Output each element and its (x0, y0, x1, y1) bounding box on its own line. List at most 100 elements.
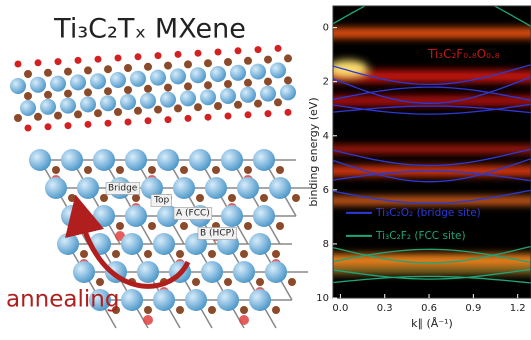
atom-c (34, 113, 42, 121)
atom-ti (140, 93, 156, 109)
atom-o (185, 115, 192, 122)
atom-ti (93, 205, 115, 227)
atom-o (275, 45, 282, 52)
atom-ti (70, 74, 86, 90)
atom-c (292, 194, 300, 202)
atom-o (285, 109, 292, 116)
atom-c (276, 166, 284, 174)
atom-ti (40, 99, 56, 115)
legend-label: Ti₃C₂O₂ (bridge site) (375, 207, 481, 219)
y-tick-label: 2 (323, 77, 329, 88)
atom-ti (110, 72, 126, 88)
atom-c (124, 86, 132, 94)
atom-c (240, 306, 248, 314)
atom-ti (173, 177, 195, 199)
atom-o (95, 56, 102, 63)
atom-c (64, 68, 72, 76)
atom-c (154, 106, 162, 114)
atom-ti (250, 64, 266, 80)
atom-ti (120, 94, 136, 110)
atom-c (274, 98, 282, 106)
atom-ti (121, 289, 143, 311)
y-tick-label: 0 (323, 23, 329, 34)
atom-ti (57, 233, 79, 255)
atom-ti (185, 289, 207, 311)
atom-o (65, 122, 72, 129)
y-tick-label: 8 (323, 239, 329, 250)
atom-o (195, 50, 202, 57)
atom-c (134, 107, 142, 115)
atom-c (260, 194, 268, 202)
atom-ti (80, 96, 96, 112)
atom-c (272, 306, 280, 314)
atom-c (176, 250, 184, 258)
atom-c (272, 250, 280, 258)
atom-o (175, 51, 182, 58)
atom-c (54, 112, 62, 120)
atom-o (45, 123, 52, 130)
atom-ti (93, 149, 115, 171)
atom-o (215, 49, 222, 56)
x-axis-label: k∥ (Å⁻¹) (411, 317, 453, 330)
atom-c (44, 69, 52, 77)
y-axis-label: binding energy (eV) (307, 97, 320, 206)
atom-ti (237, 177, 259, 199)
atom-c (176, 306, 184, 314)
x-tick-label: 0.6 (421, 303, 437, 314)
atom-ti (265, 261, 287, 283)
atom-o (125, 119, 132, 126)
x-tick-label: 0.3 (377, 303, 393, 314)
atom-c (240, 250, 248, 258)
atom-ti (221, 149, 243, 171)
atom-ti (10, 78, 26, 94)
atom-c (164, 84, 172, 92)
atom-ti (217, 289, 239, 311)
atom-o (115, 55, 122, 62)
atom-ti (249, 289, 271, 311)
x-tick-label: 0.0 (332, 303, 348, 314)
atom-o (135, 53, 142, 60)
atom-c (144, 250, 152, 258)
atom-o (205, 114, 212, 121)
atom-c (244, 222, 252, 230)
atom-ti (137, 261, 159, 283)
atom-c (148, 166, 156, 174)
atom-c (144, 306, 152, 314)
atom-c (264, 78, 272, 86)
atom-ti (45, 177, 67, 199)
atom-ti (125, 205, 147, 227)
atom-c (124, 64, 132, 72)
atom-c (68, 194, 76, 202)
atom-c (214, 102, 222, 110)
atom-ti (249, 233, 271, 255)
atom-c (104, 87, 112, 95)
atom-ti (269, 177, 291, 199)
atom-ti (60, 98, 76, 114)
atom-o (155, 52, 162, 59)
atom-ti (90, 73, 106, 89)
atom-ti (29, 149, 51, 171)
atom-ti (153, 289, 175, 311)
atom-ti (157, 149, 179, 171)
atom-c (224, 80, 232, 88)
atom-c (94, 109, 102, 117)
atom-c (208, 306, 216, 314)
atom-ti (270, 62, 286, 78)
atom-c (74, 110, 82, 118)
intensity-band (323, 96, 531, 106)
plot-area (323, 0, 531, 298)
atom-c (24, 70, 32, 78)
atom-c (144, 85, 152, 93)
figure: Ti₃C₂Tₓ MXene BridgeTopA (FCC)B (HCP)ann… (0, 0, 531, 340)
atom-c (264, 56, 272, 64)
atom-ti (189, 149, 211, 171)
atom-c (224, 278, 232, 286)
atom-c (208, 250, 216, 258)
y-tick-label: 6 (323, 185, 329, 196)
atom-c (132, 194, 140, 202)
intensity-band (323, 254, 531, 266)
atom-o (245, 111, 252, 118)
site-label: Top (153, 196, 169, 206)
atom-c (104, 65, 112, 73)
